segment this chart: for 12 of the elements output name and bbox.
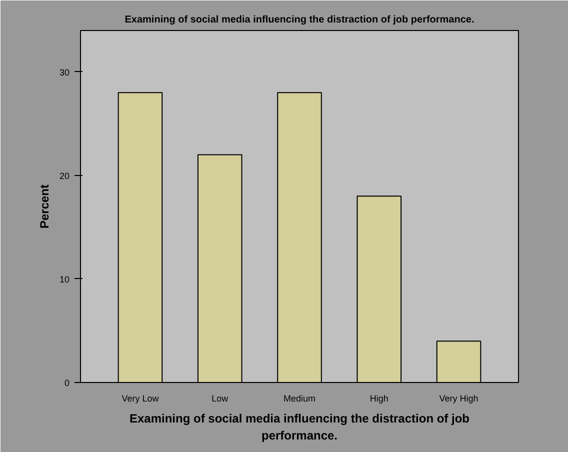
x-tick-label: Very Low: [122, 394, 160, 404]
x-tick-label: High: [370, 394, 388, 404]
y-tick-label: 0: [64, 378, 70, 388]
y-tick-label: 20: [59, 170, 70, 181]
x-tick-label: Low: [212, 394, 229, 404]
x-axis-title: Examining of social media influencing the distraction of job performance.: [129, 412, 470, 442]
y-tick-label: 10: [59, 274, 70, 284]
y-axis-title: Percent: [37, 184, 52, 229]
chart-title: Examining of social media influencing the distraction of job performance.: [124, 14, 474, 26]
x-tick-label: Medium: [283, 394, 316, 404]
x-tick-label: Very High: [439, 394, 478, 404]
y-tick-label: 30: [59, 67, 70, 78]
